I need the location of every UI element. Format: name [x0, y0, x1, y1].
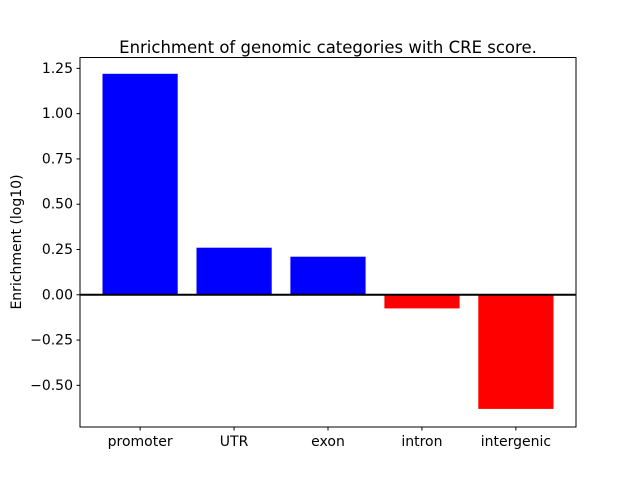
- y-axis-label: Enrichment (log10): [9, 174, 25, 310]
- y-tick-label: 0.75: [42, 151, 73, 167]
- x-tick-label-UTR: UTR: [220, 434, 249, 450]
- y-tick-label: −0.50: [30, 378, 73, 394]
- bar-promoter: [102, 73, 178, 295]
- x-tick-label-exon: exon: [311, 434, 345, 450]
- bar-intron: [384, 294, 460, 309]
- y-tick-label: 0.00: [42, 287, 73, 303]
- y-tick-label: −0.25: [30, 333, 73, 349]
- bar-exon: [290, 256, 366, 295]
- x-tick-label-intron: intron: [401, 434, 442, 450]
- y-tick-label: 1.00: [42, 106, 73, 122]
- x-tick-label-promoter: promoter: [108, 434, 173, 450]
- x-tick-label-intergenic: intergenic: [481, 434, 551, 450]
- y-tick-label: 0.50: [42, 197, 73, 213]
- bar-intergenic: [478, 294, 554, 409]
- y-tick-label: 1.25: [42, 61, 73, 77]
- y-tick-label: 0.25: [42, 242, 73, 258]
- chart-title: Enrichment of genomic categories with CR…: [119, 38, 537, 57]
- bar-UTR: [196, 247, 272, 295]
